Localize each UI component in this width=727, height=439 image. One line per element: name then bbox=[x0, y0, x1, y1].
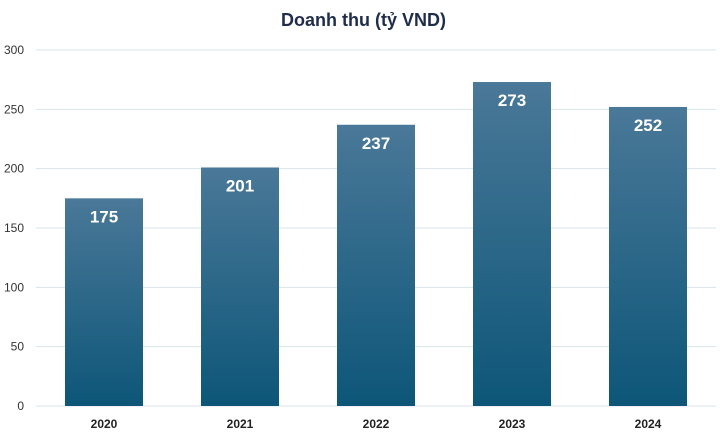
y-tick-label: 150 bbox=[4, 221, 24, 235]
data-labels: 175 201 237 273 252 bbox=[90, 91, 662, 226]
x-tick-label: 2023 bbox=[499, 417, 526, 431]
y-tick-label: 50 bbox=[11, 340, 25, 354]
x-tick-label: 2024 bbox=[635, 417, 662, 431]
bar-2023 bbox=[473, 82, 551, 406]
data-label-2024: 252 bbox=[634, 116, 662, 135]
bar-2024 bbox=[609, 106, 687, 407]
y-tick-label: 100 bbox=[4, 280, 24, 294]
y-tick-label: 250 bbox=[4, 102, 24, 116]
data-label-2023: 273 bbox=[498, 91, 526, 110]
x-axis: 2020 2021 2022 2023 2024 bbox=[91, 417, 662, 431]
data-label-2020: 175 bbox=[90, 207, 118, 226]
x-tick-label: 2021 bbox=[227, 417, 254, 431]
y-tick-label: 300 bbox=[4, 43, 24, 57]
chart-title: Doanh thu (tỷ VND) bbox=[281, 10, 446, 30]
bar-2022 bbox=[337, 124, 415, 406]
data-label-2022: 237 bbox=[362, 134, 390, 153]
y-axis: 0 50 100 150 200 250 300 bbox=[4, 43, 24, 413]
y-tick-label: 200 bbox=[4, 162, 24, 176]
data-label-2021: 201 bbox=[226, 176, 254, 195]
x-tick-label: 2020 bbox=[91, 417, 118, 431]
y-tick-label: 0 bbox=[17, 399, 24, 413]
bar-2020 bbox=[65, 198, 143, 406]
bars bbox=[65, 82, 687, 407]
x-tick-label: 2022 bbox=[363, 417, 390, 431]
bar-2021 bbox=[201, 167, 279, 406]
